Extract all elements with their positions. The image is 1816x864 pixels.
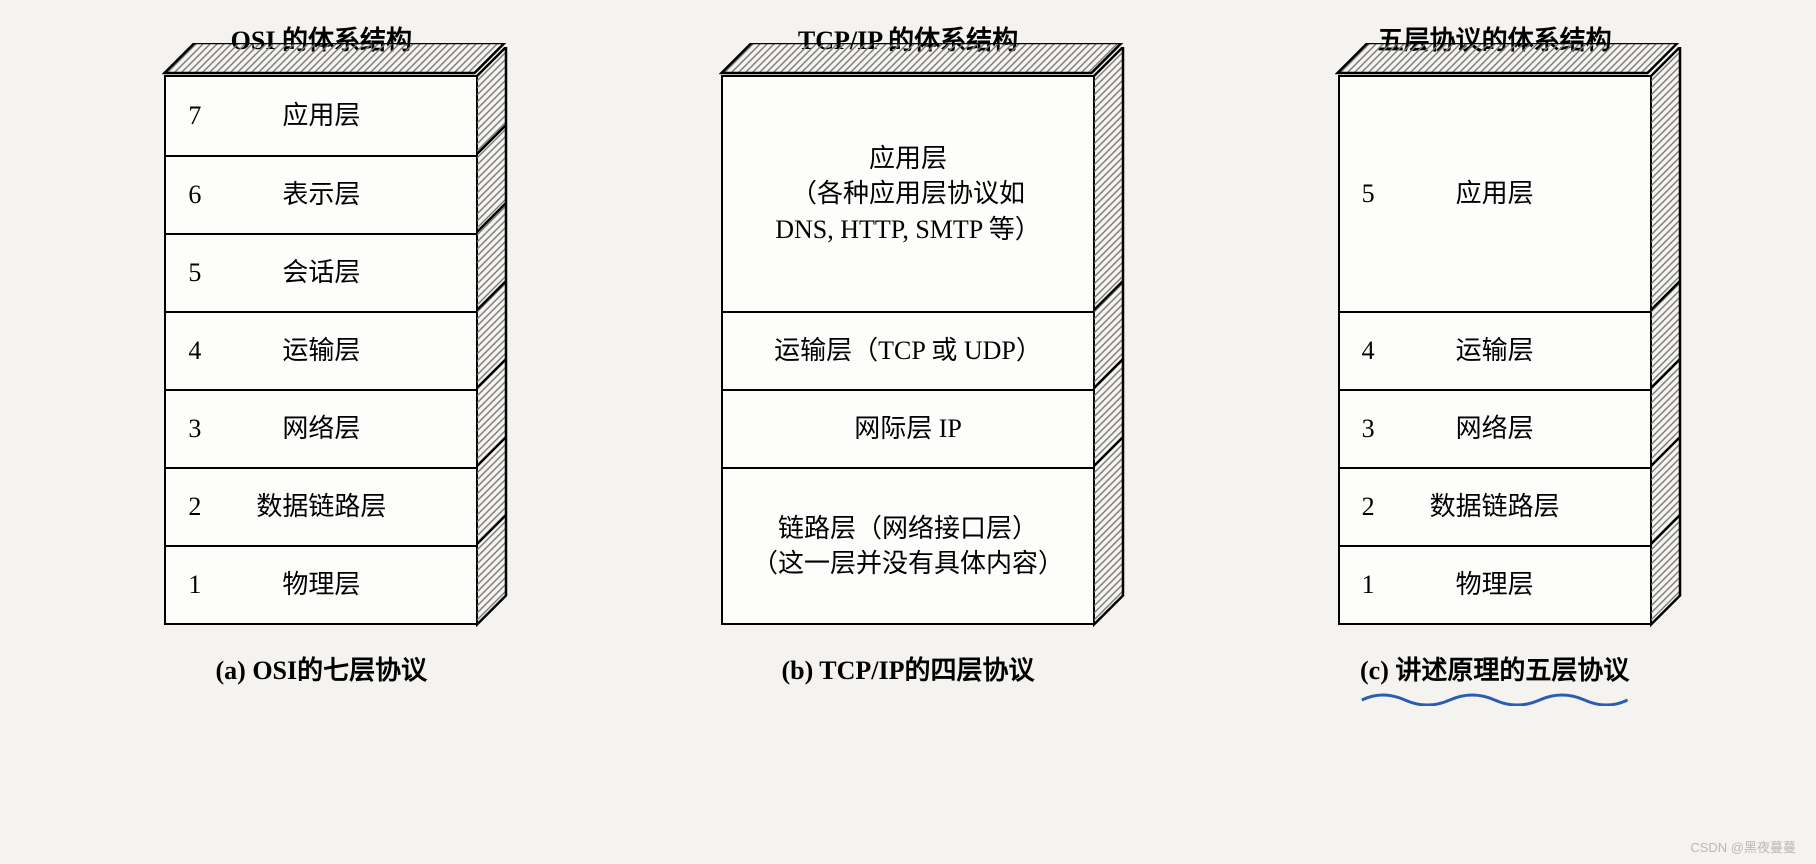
layer-row: 应用层（各种应用层协议如DNS, HTTP, SMTP 等） [723, 77, 1093, 311]
layer-row: 5会话层 [166, 233, 476, 311]
top-face-icon [1335, 43, 1680, 76]
layer-label: 网际层 IP [733, 411, 1083, 446]
layer-label: 网络层 [176, 411, 466, 446]
layer-number: 4 [1362, 333, 1375, 368]
layer-number: 4 [188, 333, 201, 368]
side-face-icon [476, 47, 509, 628]
underline-wave-icon [1360, 683, 1629, 697]
layer-label: 应用层 [1350, 176, 1640, 211]
side-face-icon [1093, 47, 1126, 628]
column-caption: (b) TCP/IP的四层协议 [781, 650, 1034, 687]
layer-row: 4运输层 [1340, 311, 1650, 389]
layer-label: 表示层 [176, 177, 466, 212]
layer-stack: 7应用层6表示层5会话层4运输层3网络层2数据链路层1物理层 [164, 75, 478, 625]
layer-stack-3d: 7应用层6表示层5会话层4运输层3网络层2数据链路层1物理层 [164, 75, 478, 625]
layer-number: 2 [1362, 489, 1375, 524]
column-caption: (a) OSI的七层协议 [216, 650, 428, 687]
layer-row: 7应用层 [166, 77, 476, 155]
layer-row: 运输层（TCP 或 UDP） [723, 311, 1093, 389]
layer-row: 4运输层 [166, 311, 476, 389]
model-column: TCP/IP 的体系结构 应用层（各种应用层协议如DNS, HTTP, SMTP… [645, 20, 1172, 687]
layer-number: 5 [1362, 176, 1375, 211]
layer-label: 数据链路层 [1350, 489, 1640, 524]
layer-number: 2 [188, 489, 201, 524]
watermark: CSDN @黑夜蔓蔓 [1690, 837, 1796, 856]
layer-label: 应用层 [176, 98, 466, 133]
column-caption: (c) 讲述原理的五层协议 [1360, 650, 1629, 687]
layer-number: 6 [188, 177, 201, 212]
layer-number: 3 [1362, 411, 1375, 446]
model-column: OSI 的体系结构 7应用层6表示层5会话层4运输层3网络层2数据链路层1物理层… [58, 20, 585, 687]
layer-number: 1 [1362, 567, 1375, 602]
layer-row: 链路层（网络接口层）（这一层并没有具体内容） [723, 467, 1093, 623]
layer-row: 3网络层 [1340, 389, 1650, 467]
layer-label: 运输层 [1350, 333, 1640, 368]
layer-row: 5应用层 [1340, 77, 1650, 311]
layer-label: 数据链路层 [176, 489, 466, 524]
layer-number: 3 [188, 411, 201, 446]
layer-label: 物理层 [1350, 567, 1640, 602]
layer-label: 链路层（网络接口层）（这一层并没有具体内容） [733, 511, 1083, 581]
layer-stack-3d: 5应用层4运输层3网络层2数据链路层1物理层 [1338, 75, 1652, 625]
layer-stack: 5应用层4运输层3网络层2数据链路层1物理层 [1338, 75, 1652, 625]
layer-label: 应用层（各种应用层协议如DNS, HTTP, SMTP 等） [733, 141, 1083, 246]
layer-label: 运输层 [176, 333, 466, 368]
model-column: 五层协议的体系结构 5应用层4运输层3网络层2数据链路层1物理层 (c) 讲述原… [1231, 20, 1758, 687]
layer-row: 2数据链路层 [166, 467, 476, 545]
layer-number: 5 [188, 255, 201, 290]
layer-number: 1 [188, 567, 201, 602]
layer-label: 运输层（TCP 或 UDP） [733, 333, 1083, 368]
layer-stack-3d: 应用层（各种应用层协议如DNS, HTTP, SMTP 等） 运输层（TCP 或 … [721, 75, 1095, 625]
layer-row: 1物理层 [1340, 545, 1650, 623]
layer-number: 7 [188, 98, 201, 133]
top-face-icon [162, 43, 507, 76]
layer-row: 1物理层 [166, 545, 476, 623]
layer-label: 物理层 [176, 567, 466, 602]
side-face-icon [1650, 47, 1683, 628]
layer-label: 会话层 [176, 255, 466, 290]
layer-label: 网络层 [1350, 411, 1640, 446]
top-face-icon [719, 43, 1124, 76]
layer-row: 网际层 IP [723, 389, 1093, 467]
layer-row: 3网络层 [166, 389, 476, 467]
layer-row: 2数据链路层 [1340, 467, 1650, 545]
layer-row: 6表示层 [166, 155, 476, 233]
layer-stack: 应用层（各种应用层协议如DNS, HTTP, SMTP 等） 运输层（TCP 或 … [721, 75, 1095, 625]
